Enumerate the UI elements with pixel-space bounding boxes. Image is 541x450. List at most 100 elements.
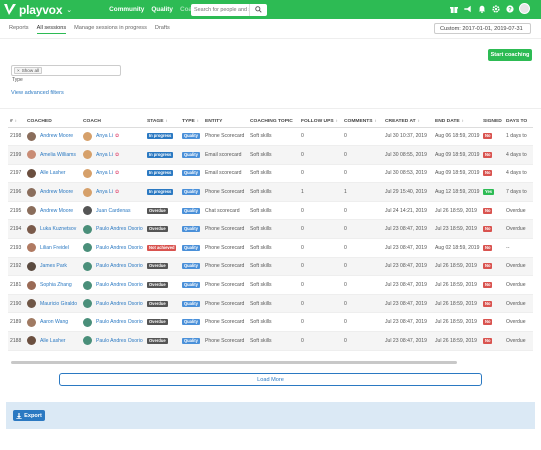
chevron-down-icon[interactable]: ⌄ [66,6,73,14]
column-header[interactable]: ENTITY [203,116,248,128]
coached-name-link[interactable]: Sophia Zhang [40,282,72,289]
coach-name-link[interactable]: Paulo Andres Osorio [96,244,143,251]
tab-manage-sessions[interactable]: Manage sessions in progress [74,25,147,31]
avatar [83,336,92,346]
column-header[interactable]: COMMENTS ↕ [342,116,383,128]
entity-cell: Phone Scorecard [203,238,248,258]
table-row[interactable]: 2195 Andrew Moore Juan Cardenas Overdue Qual… [8,201,533,221]
table-row[interactable]: 2199 Amelia Williams Anya Li ✿ In progress Qu… [8,145,533,165]
coach-name-link[interactable]: Paulo Andres Osorio [96,319,143,326]
type-badge: Quality [182,244,200,251]
gift-icon[interactable] [449,4,458,13]
coached-name-link[interactable]: Andrew Moore [40,133,74,140]
coached-name-link[interactable]: Lilian Freidel [40,244,69,251]
sort-icon[interactable]: ↕ [14,118,17,124]
advanced-filters-link[interactable]: View advanced filters [11,90,64,96]
load-more-button[interactable]: Load More [59,373,482,386]
gear-icon[interactable] [491,4,500,13]
sort-icon[interactable]: ↕ [196,118,199,124]
flower-icon: ✿ [115,189,120,196]
column-header-label: SIGNED [483,118,502,124]
coached-name-link[interactable]: Andrew Moore [40,207,74,214]
column-header[interactable]: COACHING TOPIC [248,116,299,128]
nav-quality[interactable]: Quality [151,6,173,13]
coach-name-link[interactable]: Paulo Andres Osorio [96,282,143,289]
coached-person: Aaron Wang [27,317,81,327]
user-avatar[interactable] [519,3,530,14]
column-header-label: ENTITY [205,118,223,124]
tab-drafts[interactable]: Drafts [154,25,170,31]
table-row[interactable]: 2188 Alle Lasher Paulo Andres Osorio Overdu… [8,331,533,351]
column-header[interactable]: CREATED AT ↕ [383,116,433,128]
coach-name-link[interactable]: Paulo Andres Osorio [96,263,143,270]
tab-reports[interactable]: Reports [9,25,29,31]
coach-name-link[interactable]: Anya Li [96,151,113,158]
column-header[interactable]: STAGE ↕ [145,116,180,128]
coached-name-link[interactable]: Luka Kuznetsov [40,226,77,233]
coached-name-link[interactable]: Amelia Williams [40,151,76,158]
start-coaching-button[interactable]: Start coaching [488,49,532,61]
coach-name-link[interactable]: Paulo Andres Osorio [96,226,143,233]
tab-all-sessions[interactable]: All sessions [36,25,67,34]
bell-icon[interactable] [477,4,486,13]
help-icon[interactable]: ? [505,4,514,13]
coach-name-link[interactable]: Paulo Andres Osorio [96,300,143,307]
column-header[interactable]: SIGNED [481,116,504,128]
search-input[interactable] [191,3,249,16]
table-row[interactable]: 2197 Alle Lasher Anya Li ✿ In progress Qualit… [8,164,533,184]
sort-icon[interactable]: ↕ [374,118,377,124]
table-row[interactable]: 2196 Andrew Moore Anya Li ✿ In progress Quali… [8,182,533,202]
column-header[interactable]: COACH [81,116,145,128]
days-to-cell: 7 days to [504,182,533,202]
column-header[interactable]: # ↕ [8,116,25,128]
sort-icon[interactable]: ↕ [461,118,464,124]
export-button[interactable]: Export [13,410,45,421]
horizontal-scrollbar[interactable] [11,361,457,364]
type-chip[interactable]: × Show all [14,67,43,74]
stage-badge: Overdue [147,263,168,270]
column-header[interactable]: DAYS TO [504,116,533,128]
coach-name-link[interactable]: Anya Li [96,170,113,177]
coach-name-link[interactable]: Juan Cardenas [96,207,131,214]
column-header[interactable]: FOLLOW UPS ↕ [299,116,342,128]
table-row[interactable]: 2190 Mauricio Giraldo Paulo Andres Osorio O… [8,294,533,314]
type-filter[interactable]: × Show all [11,65,121,76]
column-header[interactable]: END DATE ↕ [433,116,481,128]
coach-cell: Paulo Andres Osorio [81,294,145,314]
column-header-label: COACHED [27,118,52,124]
megaphone-icon[interactable] [463,4,472,13]
column-header[interactable]: TYPE ↕ [180,116,203,128]
table-row[interactable]: 2181 Sophia Zhang Paulo Andres Osorio Overd… [8,275,533,295]
coach-cell: Paulo Andres Osorio [81,257,145,277]
coached-name-link[interactable]: James Park [40,263,67,270]
table-row[interactable]: 2189 Aaron Wang Paulo Andres Osorio Overdue… [8,312,533,333]
table-row[interactable]: 2194 Luka Kuznetsov Paulo Andres Osorio Ove… [8,219,533,240]
coached-cell: Luka Kuznetsov [25,219,81,240]
remove-chip-icon[interactable]: × [17,68,20,73]
coached-name-link[interactable]: Mauricio Giraldo [40,300,78,307]
coached-name-link[interactable]: Alle Lasher [40,170,66,177]
coached-name-link[interactable]: Aaron Wang [40,319,69,326]
brand-logo[interactable]: playvox ⌄ [4,3,72,17]
coach-name-link[interactable]: Paulo Andres Osorio [96,337,143,344]
column-header[interactable]: COACHED [25,116,81,128]
avatar [27,280,36,290]
coach-name-link[interactable]: Anya Li [96,133,113,140]
sort-icon[interactable]: ↕ [417,118,420,124]
search-button[interactable] [249,3,267,16]
nav-community[interactable]: Community [109,6,145,13]
sort-icon[interactable]: ↕ [165,118,168,124]
coach-name-link[interactable]: Anya Li [96,189,113,196]
table-row[interactable]: 2192 James Park Paulo Andres Osorio Overdue… [8,257,533,277]
type-cell: Quality [180,127,203,147]
table-row[interactable]: 2193 Lilian Freidel Paulo Andres Osorio Not… [8,238,533,258]
coached-name-link[interactable]: Andrew Moore [40,189,74,196]
signed-cell: Yes [481,182,504,202]
session-id-cell: 2195 [8,201,25,221]
date-range-picker[interactable]: Custom: 2017-01-01, 2019-07-31 [434,23,531,34]
days-to-cell: 1 days to [504,127,533,147]
end-date-cell: Aug 09 18:59, 2019 [433,164,481,184]
coached-name-link[interactable]: Alle Lasher [40,337,66,344]
table-row[interactable]: 2198 Andrew Moore Anya Li ✿ In progress Quali… [8,127,533,147]
sort-icon[interactable]: ↕ [335,118,338,124]
